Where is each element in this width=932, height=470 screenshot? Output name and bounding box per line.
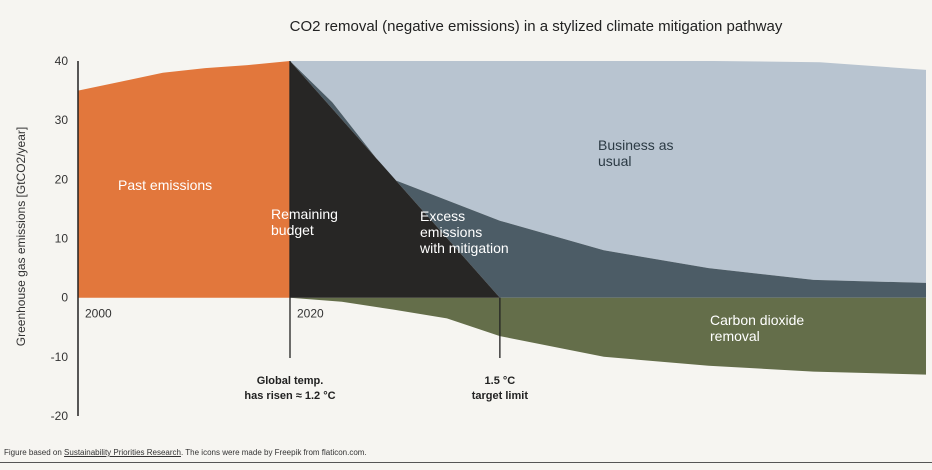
region-label-line: Business as [598, 137, 673, 153]
y-tick-label-line: -10 [51, 350, 69, 364]
y-tick-label: 40 [55, 54, 69, 68]
figure-footer: Figure based on Sustainability Prioritie… [4, 448, 367, 457]
region-label-line: Past emissions [118, 177, 212, 193]
footer-suffix: . The icons were made by Freepik from fl… [180, 448, 367, 457]
marker-label-line: has risen ≈ 1.2 °C [244, 390, 335, 402]
region-label-line: removal [710, 328, 760, 344]
marker-label: 1.5 °C target limit [472, 375, 529, 402]
series-past-emissions [78, 61, 290, 298]
region-label: Past emissions [118, 177, 212, 193]
y-tick-label: 10 [55, 232, 69, 246]
x-tick-label-line: 2000 [85, 307, 112, 321]
region-label: Carbon dioxide removal [710, 312, 804, 344]
y-tick-label-line: 30 [55, 113, 69, 127]
marker-label-line: 1.5 °C [485, 375, 516, 387]
region-label: Excess emissions with mitigation [419, 208, 509, 256]
y-tick-label-line: 20 [55, 172, 69, 186]
region-label-line: Remaining [271, 206, 338, 222]
region-label-line: with mitigation [419, 240, 509, 256]
region-label-line: Carbon dioxide [710, 312, 804, 328]
region-label-line: usual [598, 153, 631, 169]
footer-prefix: Figure based on [4, 448, 65, 457]
chart-svg: CO2 removal (negative emissions) in a st… [14, 18, 926, 423]
marker-label: Global temp. has risen ≈ 1.2 °C [244, 375, 335, 402]
y-tick-label-line: 10 [55, 232, 69, 246]
y-tick-label: 0 [61, 291, 68, 305]
x-tick-label: 2020 [297, 307, 324, 321]
y-tick-label: -20 [51, 409, 69, 423]
y-tick-label-line: 40 [55, 54, 69, 68]
y-axis-label: Greenhouse gas emissions [GtCO2/year] [14, 127, 28, 346]
y-tick-label: -10 [51, 350, 69, 364]
x-tick-label: 2000 [85, 307, 112, 321]
region-label-line: Excess [420, 208, 465, 224]
region-label-line: emissions [420, 224, 482, 240]
y-tick-label: 20 [55, 172, 69, 186]
region-label-line: budget [271, 222, 314, 238]
marker-label-line: target limit [472, 390, 529, 402]
y-tick-label: 30 [55, 113, 69, 127]
chart-title-line: CO2 removal (negative emissions) in a st… [290, 18, 783, 35]
marker-label-line: Global temp. [257, 375, 324, 387]
series-excess-emissions [290, 61, 926, 298]
series-remaining-budget [290, 61, 500, 298]
series-carbon-dioxide-removal [290, 297, 926, 375]
footer-divider [0, 462, 932, 463]
chart-title: CO2 removal (negative emissions) in a st… [290, 18, 783, 35]
y-axis-label-line: Greenhouse gas emissions [GtCO2/year] [14, 127, 28, 346]
series-business-as-usual [290, 61, 926, 283]
footer-source-link[interactable]: Sustainability Priorities Research [64, 448, 181, 457]
y-tick-label-line: 0 [61, 291, 68, 305]
y-tick-label-line: -20 [51, 409, 69, 423]
x-tick-label-line: 2020 [297, 307, 324, 321]
region-label: Remaining budget [271, 206, 338, 238]
region-label: Business as usual [598, 137, 673, 169]
